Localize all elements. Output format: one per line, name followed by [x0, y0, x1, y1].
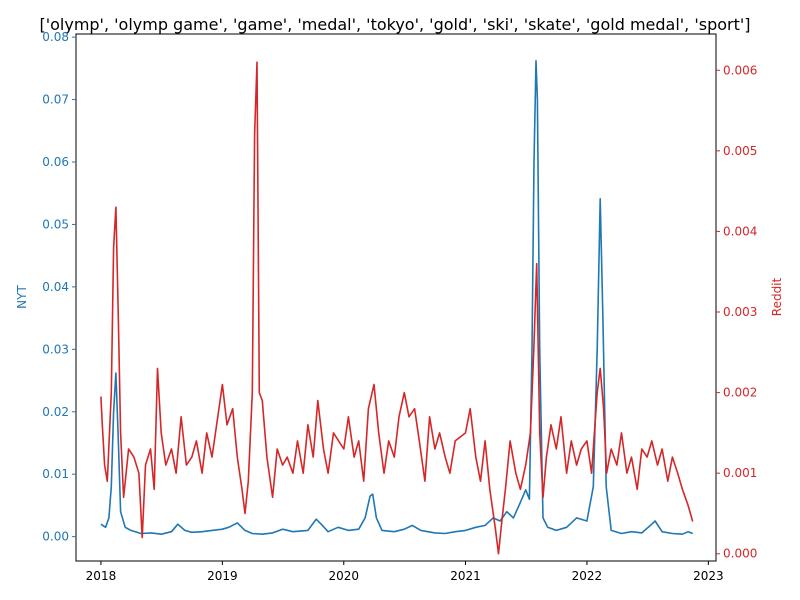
y-right-tick-label: 0.001 — [723, 466, 757, 480]
y-left-tick-label: 0.06 — [42, 155, 69, 169]
y-axis-left-label: NYT — [15, 285, 29, 309]
y-left-tick-label: 0.08 — [42, 30, 69, 44]
x-tick-label: 2023 — [693, 569, 724, 583]
y-left-tick-label: 0.00 — [42, 530, 69, 544]
x-tick-label: 2020 — [329, 569, 360, 583]
series-line-reddit — [100, 61, 694, 555]
y-left-tick-label: 0.05 — [42, 217, 69, 231]
x-tick-label: 2022 — [572, 569, 603, 583]
y-left-tick-label: 0.01 — [42, 467, 69, 481]
x-axis-ticks: 2018 2019 2020 2021 2022 2023 — [86, 561, 724, 583]
y-left-tick-label: 0.04 — [42, 280, 69, 294]
y-left-tick-label: 0.07 — [42, 93, 69, 107]
y-axis-left-ticks: 0.00 0.01 0.02 0.03 0.04 0.05 0.06 0.07 0.08 — [42, 30, 76, 544]
y-axis-right-ticks: 0.000 0.001 0.002 0.003 0.004 0.005 0.006 — [716, 63, 757, 561]
x-tick-label: 2019 — [207, 569, 238, 583]
x-tick-label: 2021 — [450, 569, 481, 583]
series-line-nyt — [100, 59, 693, 536]
y-left-tick-label: 0.03 — [42, 342, 69, 356]
y-axis-right-label: Reddit — [770, 277, 784, 316]
y-right-tick-label: 0.004 — [723, 224, 757, 238]
y-right-tick-label: 0.005 — [723, 144, 757, 158]
y-right-tick-label: 0.006 — [723, 63, 757, 77]
y-right-tick-label: 0.003 — [723, 305, 757, 319]
plot-frame — [75, 33, 717, 562]
y-left-tick-label: 0.02 — [42, 405, 69, 419]
series-layer — [100, 59, 694, 555]
y-right-tick-label: 0.000 — [723, 547, 757, 561]
chart-title: ['olymp', 'olymp game', 'game', 'medal',… — [39, 15, 750, 34]
x-tick-label: 2018 — [86, 569, 117, 583]
y-right-tick-label: 0.002 — [723, 386, 757, 400]
